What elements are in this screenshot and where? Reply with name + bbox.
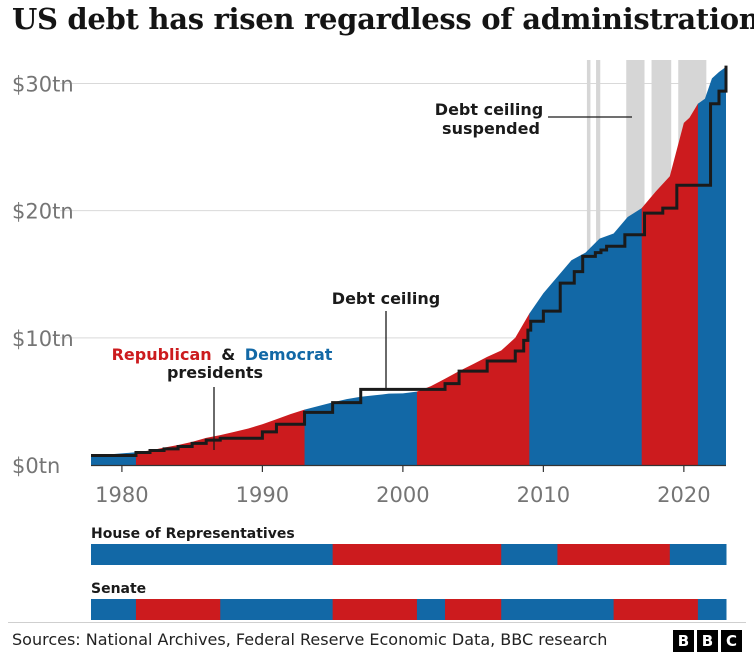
president-term-democrat-0: [91, 66, 137, 465]
annotation-debt-ceiling: Debt ceiling: [332, 289, 440, 308]
annotation-layer: Debt ceiling suspended Debt ceiling Repu…: [112, 100, 632, 450]
y-tick-label: $30tn: [12, 72, 74, 96]
chart-title: US debt has risen regardless of administ…: [12, 2, 754, 36]
house-bar-segment-democrat-0: [91, 544, 334, 565]
house-timeline: [91, 544, 727, 565]
x-tick-label: 2010: [517, 483, 570, 507]
senate-bar-segment-republican-7: [613, 599, 699, 620]
x-tick-label: 1990: [236, 483, 289, 507]
annotation-and-word: &: [221, 345, 235, 364]
senate-bar-segment-democrat-4: [416, 599, 446, 620]
annotation-democrat-word: Democrat: [245, 345, 333, 364]
senate-bar-segment-democrat-8: [697, 599, 727, 620]
senate-bar-segment-republican-3: [332, 599, 418, 620]
annotation-presidents-line2: presidents: [167, 363, 263, 382]
house-bar-segment-democrat-4: [669, 544, 727, 565]
y-tick-label: $10tn: [12, 327, 74, 351]
x-tick-label: 2020: [657, 483, 710, 507]
footer: Sources: National Archives, Federal Rese…: [0, 622, 754, 661]
house-bar-segment-democrat-2: [501, 544, 558, 565]
president-term-republican-1: [135, 66, 306, 465]
senate-label: Senate: [91, 581, 146, 597]
annotation-republican-word: Republican: [112, 345, 212, 364]
senate-bar-segment-republican-5: [445, 599, 502, 620]
president-term-democrat-6: [697, 66, 726, 465]
axis-layer: $0tn $10tn $20tn $30tn 1980 1990 2000 2010 2020: [12, 72, 726, 507]
y-tick-label: $20tn: [12, 200, 74, 224]
congress-timelines: House of Representatives Senate: [91, 526, 727, 620]
debt-ceiling-line-layer: [91, 65, 728, 457]
senate-bar-segment-republican-1: [135, 599, 221, 620]
y-tick-label: $0tn: [12, 454, 60, 478]
senate-bar-segment-democrat-2: [220, 599, 334, 620]
footer-divider: [8, 622, 746, 623]
x-tick-label: 1980: [95, 483, 148, 507]
senate-timeline: [91, 599, 727, 620]
debt-ceiling-line: [91, 65, 728, 457]
bbc-logo-block-2: B: [697, 630, 718, 652]
annotation-suspended-line2: suspended: [442, 119, 540, 138]
house-bar-segment-republican-3: [557, 544, 671, 565]
bbc-logo: B B C: [673, 630, 742, 652]
house-label: House of Representatives: [91, 526, 295, 542]
senate-bar-segment-democrat-6: [501, 599, 615, 620]
source-note: Sources: National Archives, Federal Rese…: [12, 630, 608, 649]
bbc-logo-block-1: B: [673, 630, 694, 652]
annotation-presidents-line1: Republican & Democrat: [112, 345, 333, 364]
bbc-logo-block-3: C: [721, 630, 742, 652]
x-tick-label: 2000: [376, 483, 429, 507]
annotation-suspended-line1: Debt ceiling: [435, 100, 543, 119]
senate-bar-segment-democrat-0: [91, 599, 137, 620]
house-bar-segment-republican-1: [332, 544, 502, 565]
